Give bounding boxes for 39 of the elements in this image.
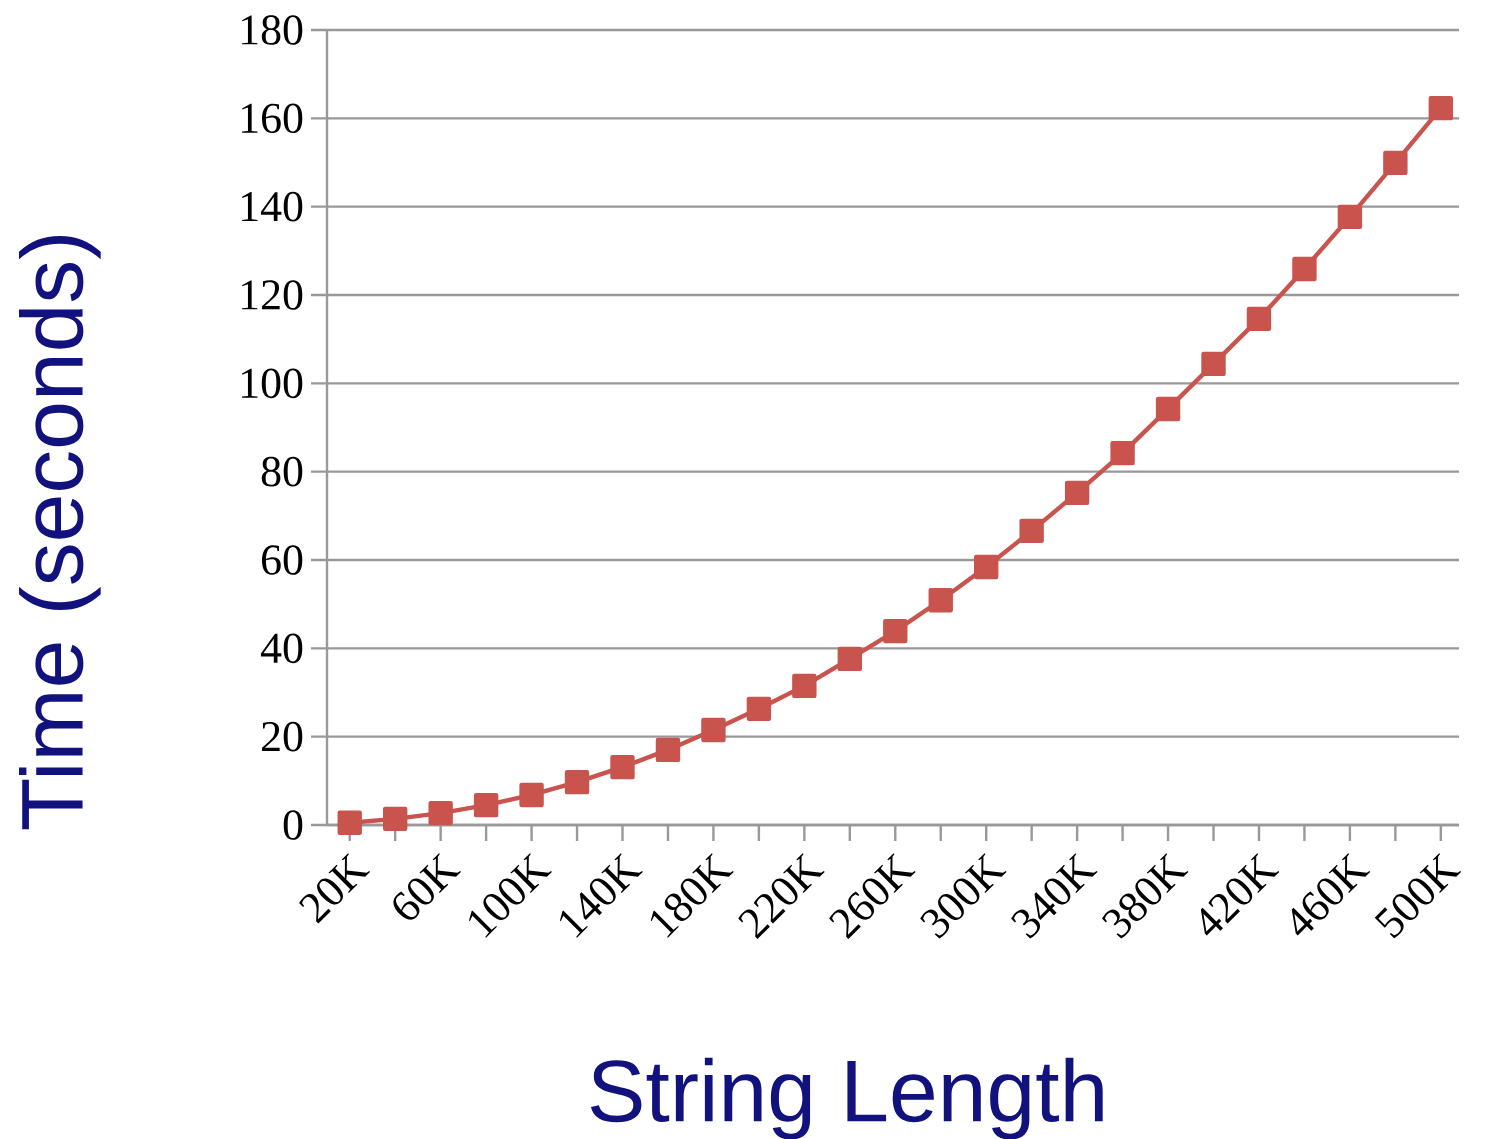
y-tick-label: 120: [242, 280, 303, 310]
point: [383, 806, 408, 832]
point: [1019, 518, 1044, 544]
x-tick-label: 60K: [393, 853, 461, 920]
point: [746, 696, 772, 722]
point: [1337, 204, 1363, 230]
y-tick-label: 100: [242, 368, 303, 399]
point: [610, 754, 635, 780]
point: [428, 800, 453, 826]
point: [1292, 256, 1317, 282]
point: [974, 554, 999, 580]
y-tick-label: 180: [242, 15, 303, 45]
point: [928, 588, 953, 613]
y-tick-label: 140: [242, 191, 303, 222]
point: [1155, 396, 1181, 422]
y-axis-title: Time (seconds): [19, 236, 101, 830]
point: [337, 810, 362, 835]
point: [519, 782, 544, 808]
point: [1383, 150, 1408, 176]
y-tick-label: 160: [242, 103, 303, 134]
point: [1110, 440, 1135, 466]
y-tick-label: 80: [261, 456, 303, 487]
x-tick-label: 20K: [299, 853, 371, 924]
point: [1201, 351, 1226, 377]
point: [655, 737, 681, 763]
point: [1428, 95, 1454, 121]
point: [1246, 306, 1272, 332]
y-tick-label: 60: [262, 545, 303, 575]
y-tick-label: 20: [262, 721, 303, 752]
x-axis-title: String Length: [590, 1057, 1103, 1139]
point: [701, 717, 726, 743]
point: [1064, 480, 1090, 506]
point: [792, 673, 817, 699]
point: [837, 646, 863, 672]
point: [564, 769, 590, 795]
y-tick-label: 0: [283, 810, 303, 840]
point: [883, 618, 908, 644]
y-tick-label: 40: [260, 633, 303, 664]
point: [473, 792, 499, 818]
